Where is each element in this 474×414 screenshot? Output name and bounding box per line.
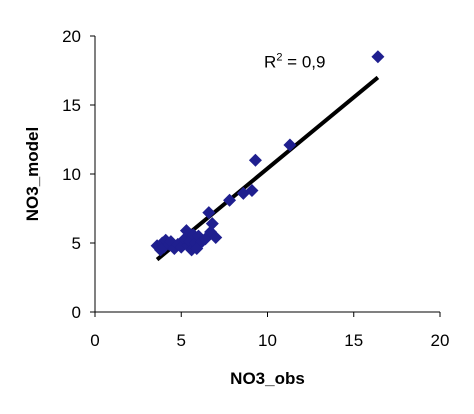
y-axis-title: NO3_model	[23, 127, 42, 221]
x-tick-label: 5	[177, 331, 186, 350]
annotation-base: R	[264, 53, 276, 72]
r-squared-annotation: R2 = 0,9	[264, 52, 325, 72]
x-tick-label: 10	[258, 331, 277, 350]
data-point-marker	[248, 153, 262, 167]
y-ticks: 0 5 10 15 20	[62, 27, 95, 322]
axes	[94, 36, 440, 313]
data-point-marker	[202, 206, 216, 220]
data-point-marker	[223, 193, 237, 207]
y-tick-label: 0	[72, 303, 81, 322]
data-point-marker	[205, 217, 219, 231]
data-point-marker	[283, 138, 297, 152]
x-tick-label: 20	[431, 331, 450, 350]
x-axis-title: NO3_obs	[230, 369, 305, 388]
annotation-value: = 0,9	[282, 53, 325, 72]
y-tick-label: 10	[62, 165, 81, 184]
data-points	[150, 50, 385, 257]
data-point-marker	[245, 184, 259, 198]
x-tick-label: 0	[90, 331, 99, 350]
x-ticks: 0 5 10 15 20	[90, 312, 449, 350]
y-tick-label: 20	[62, 27, 81, 46]
data-point-marker	[371, 50, 385, 64]
y-tick-label: 5	[72, 234, 81, 253]
annotation-superscript: 2	[276, 52, 282, 64]
data-point-marker	[209, 230, 223, 244]
x-tick-label: 15	[344, 331, 363, 350]
y-tick-label: 15	[62, 96, 81, 115]
